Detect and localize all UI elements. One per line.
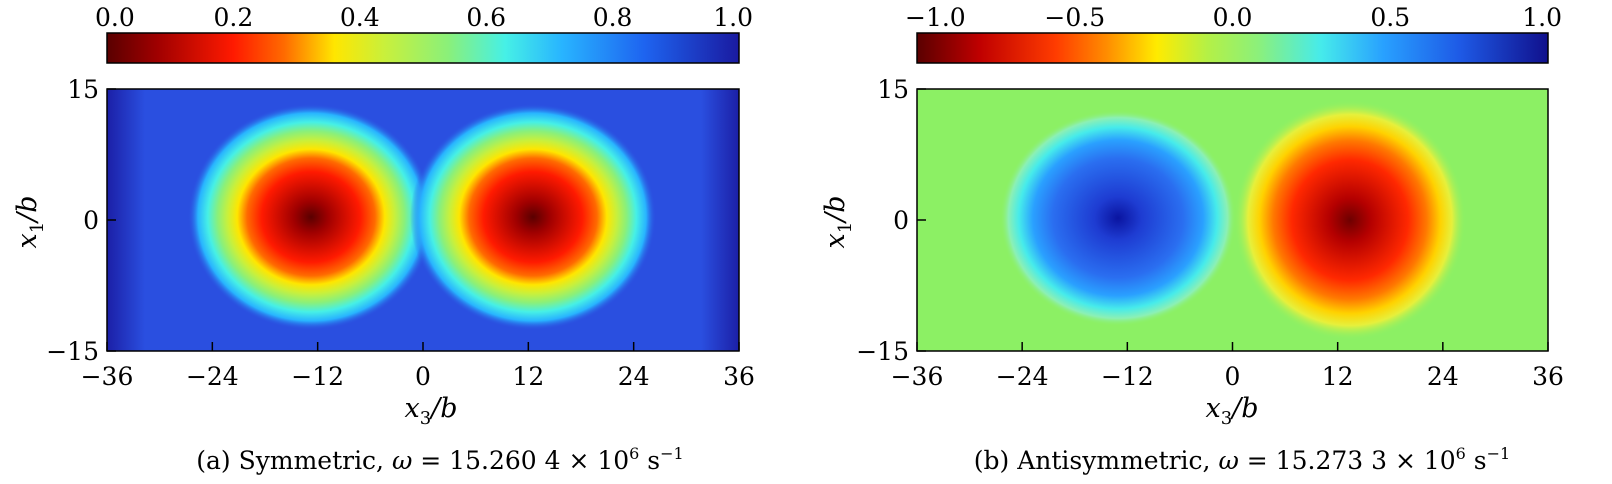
colorbar-tick-label-b: −1.0 <box>905 3 966 32</box>
colorbar-ticks-b: −1.0 −0.5 0.0 0.5 1.0 <box>905 3 1562 32</box>
axis-ticks-b: −36 −24 −12 0 12 24 36 −15 0 15 <box>856 75 1564 391</box>
colorbar-tick-label-b: −0.5 <box>1044 3 1105 32</box>
y-axis-label-b: x1/b <box>820 195 856 248</box>
x-tick-label-b: −24 <box>996 362 1049 391</box>
colorbar-tick-label-a: 0.0 <box>95 3 135 32</box>
heatmap-a <box>107 89 739 351</box>
y-tick-label-a: −15 <box>46 337 99 366</box>
heatmap-b-mode-right <box>1234 100 1466 340</box>
colorbar-ticks-a: 0.0 0.2 0.4 0.6 0.8 1.0 <box>95 3 753 32</box>
x-axis-label-a: x3/b <box>404 393 457 429</box>
x-tick-label-b: 36 <box>1532 362 1564 391</box>
x-tick-label-b: −12 <box>1101 362 1154 391</box>
colorbar-b <box>916 32 1549 64</box>
x-tick-label-a: 36 <box>723 362 755 391</box>
y-tick-label-a: 0 <box>83 206 99 235</box>
colorbar-tick-label-a: 0.4 <box>340 3 380 32</box>
caption-b: (b) Antisymmetric, ω = 15.273 3 × 106 s−… <box>974 444 1510 475</box>
colorbar-tick-label-a: 0.8 <box>593 3 633 32</box>
caption-a: (a) Symmetric, ω = 15.260 4 × 106 s−1 <box>196 444 683 475</box>
colorbar-tick-label-a: 0.2 <box>214 3 254 32</box>
colorbar-tick-label-a: 1.0 <box>713 3 753 32</box>
x-tick-label-a: −36 <box>81 362 134 391</box>
colorbar-tick-label-b: 0.5 <box>1370 3 1410 32</box>
x-tick-label-b: 0 <box>1225 362 1241 391</box>
x-tick-label-a: 12 <box>512 362 544 391</box>
y-tick-label-b: −15 <box>856 337 909 366</box>
colorbar-tick-label-a: 0.6 <box>466 3 506 32</box>
x-tick-label-a: −12 <box>291 362 344 391</box>
x-tick-label-b: −36 <box>891 362 944 391</box>
x-tick-label-b: 24 <box>1427 362 1459 391</box>
y-tick-label-b: 15 <box>877 75 909 104</box>
panel-antisymmetric: −1.0 −0.5 0.0 0.5 1.0 −36 −24 −12 0 12 24 36 −15 0 15… <box>820 3 1564 475</box>
x-axis-label-b: x3/b <box>1205 393 1258 429</box>
panel-symmetric: 0.0 0.2 0.4 0.6 0.8 1.0 −36 −24 −12 0 12 24 36 −15 0 1… <box>12 3 755 475</box>
colorbar-tick-label-b: 0.0 <box>1213 3 1253 32</box>
heatmap-b <box>917 89 1548 351</box>
y-tick-label-b: 0 <box>893 206 909 235</box>
axis-ticks-a: −36 −24 −12 0 12 24 36 −15 0 15 <box>46 75 755 391</box>
y-tick-label-a: 15 <box>67 75 99 104</box>
heatmap-a-mode-right <box>410 104 656 330</box>
heatmap-b-mode-left <box>1000 110 1236 326</box>
x-tick-label-a: 24 <box>618 362 650 391</box>
x-tick-label-a: 0 <box>415 362 431 391</box>
colorbar-a <box>106 32 740 64</box>
x-tick-label-a: −24 <box>186 362 239 391</box>
colorbar-tick-label-b: 1.0 <box>1522 3 1562 32</box>
heatmap-a-mode-left <box>188 104 434 330</box>
y-axis-label-a: x1/b <box>12 195 48 248</box>
x-tick-label-b: 12 <box>1322 362 1354 391</box>
